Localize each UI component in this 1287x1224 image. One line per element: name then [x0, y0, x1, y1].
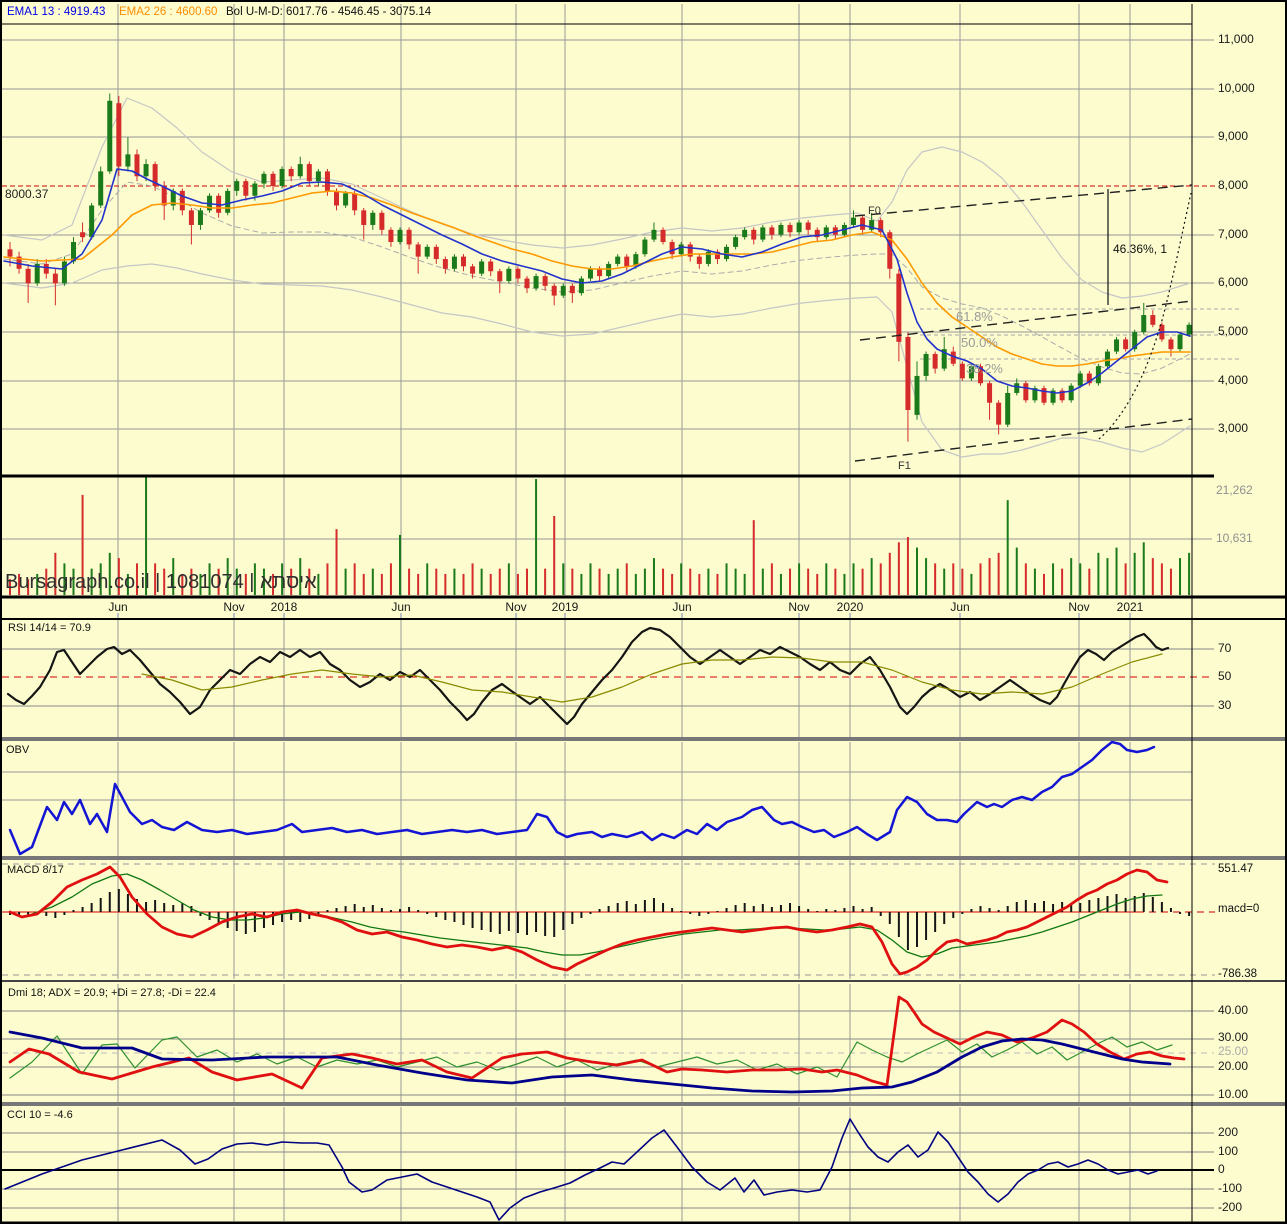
axis-tick-label: 11,000: [1218, 32, 1254, 46]
axis-tick-label: 2020: [836, 600, 864, 614]
axis-tick-label: Jun: [672, 600, 692, 614]
trendline-f1-label: F1: [898, 460, 911, 472]
measure-annotation: 46.36%, 1: [1113, 242, 1168, 256]
axis-tick-label: 7,000: [1218, 227, 1249, 241]
axis-tick-label: 10,000: [1218, 81, 1255, 95]
axis-tick-label: 0: [1218, 1162, 1225, 1176]
axis-tick-label: 25.00: [1218, 1044, 1249, 1058]
axis-tick-label: 50: [1218, 669, 1232, 683]
axis-tick-label: Nov: [788, 600, 810, 614]
trendline-f0-label: F0: [868, 205, 881, 217]
axis-tick-label: Nov: [1068, 600, 1090, 614]
axis-tick-label: 4,000: [1218, 373, 1249, 387]
fib-61-8-label: 61.8%: [956, 309, 993, 324]
axis-tick-label: 10,631: [1216, 531, 1253, 545]
axis-tick-label: Jun: [108, 600, 128, 614]
axis-tick-label: 20.00: [1218, 1059, 1249, 1073]
macd-min-label: -786.38: [1218, 968, 1258, 980]
macd-panel-title: MACD 8/17: [7, 864, 64, 876]
axis-tick-label: 10.00: [1218, 1087, 1249, 1101]
axis-tick-label: 30: [1218, 698, 1232, 712]
axis-tick-label: 3,000: [1218, 421, 1249, 435]
ema2-value-label: EMA2 26 : 4600.60: [119, 6, 218, 18]
dmi-panel-title: Dmi 18; ADX = 20.9; +Di = 27.8; -Di = 22…: [8, 987, 216, 999]
axis-tick-label: -200: [1218, 1200, 1243, 1214]
ema1-value-label: EMA1 13 : 4919.43: [7, 6, 106, 18]
axis-tick-label: 5,000: [1218, 324, 1249, 338]
axis-tick-label: 2021: [1116, 600, 1144, 614]
fib-50-0-label: 50.0%: [961, 335, 998, 350]
price-marker-label: 8000.37: [5, 187, 49, 201]
axis-tick-label: 40.00: [1218, 1003, 1249, 1017]
macd-max-label: 551.47: [1218, 863, 1254, 875]
axis-tick-label: 8,000: [1218, 178, 1249, 192]
axis-tick-label: Nov: [223, 600, 245, 614]
axis-tick-label: 2018: [270, 600, 298, 614]
watermark: Bursagraph.co.il | 1081074 | איסתא: [5, 571, 317, 593]
axis-tick-label: Nov: [505, 600, 527, 614]
axis-tick-label: -100: [1218, 1181, 1243, 1195]
axis-tick-label: Jun: [391, 600, 411, 614]
axis-tick-label: Jun: [950, 600, 970, 614]
axis-tick-label: 21,262: [1216, 483, 1253, 497]
axis-tick-label: 100: [1218, 1144, 1239, 1158]
axis-tick-label: 70: [1218, 641, 1232, 655]
obv-panel-title: OBV: [6, 744, 30, 756]
axis-tick-label: 2019: [551, 600, 579, 614]
axis-tick-label: 6,000: [1218, 275, 1249, 289]
axis-tick-label: 9,000: [1218, 129, 1249, 143]
cci-panel-title: CCI 10 = -4.6: [7, 1109, 73, 1121]
bollinger-values-label: Bol U-M-D: 6017.76 - 4546.45 - 3075.14: [226, 6, 432, 18]
rsi-panel-title: RSI 14/14 = 70.9: [8, 622, 91, 634]
fib-38-2-label: 38.2%: [966, 361, 1003, 376]
macd-zero-label: macd=0: [1218, 903, 1260, 915]
axis-tick-label: 30.00: [1218, 1030, 1249, 1044]
axis-tick-label: 200: [1218, 1125, 1239, 1139]
